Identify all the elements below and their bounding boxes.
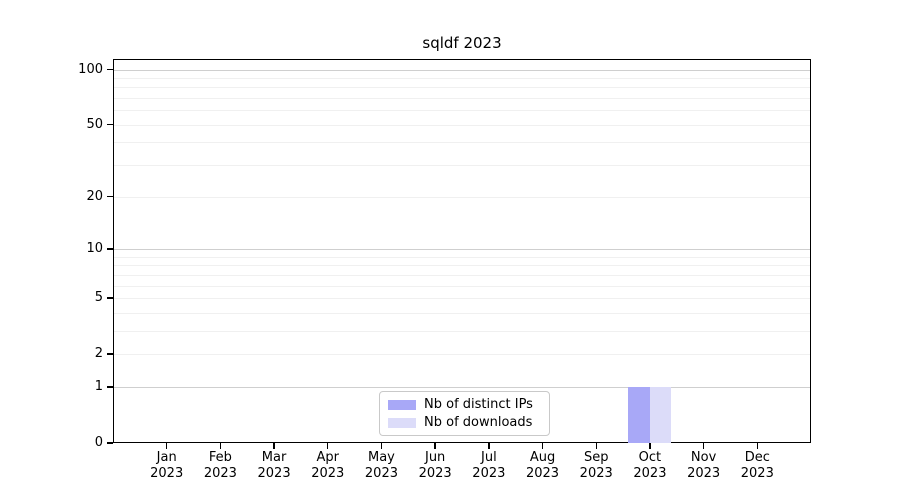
gridline-minor: [114, 87, 810, 89]
plot-area: [113, 59, 811, 443]
y-tick-label: 1: [94, 378, 103, 394]
legend-label-distinct-ips: Nb of distinct IPs: [424, 397, 533, 412]
x-axis-tick: [541, 443, 544, 449]
gridline-major: [114, 69, 810, 71]
legend-swatch-distinct-ips-icon: [388, 399, 416, 410]
x-axis-tick: [702, 443, 705, 449]
x-tick-label: Oct 2023: [633, 450, 667, 481]
gridline-major: [114, 248, 810, 250]
y-axis-tick: [107, 124, 113, 126]
gridline-minor: [114, 98, 810, 100]
gridline-minor: [114, 312, 810, 314]
legend: Nb of distinct IPs Nb of downloads: [379, 391, 550, 436]
gridline-minor: [114, 165, 810, 167]
y-axis-tick: [107, 248, 113, 250]
y-axis-tick: [107, 386, 113, 388]
bar-downloads: [649, 386, 672, 443]
y-tick-label: 5: [94, 289, 103, 305]
x-tick-label: Mar 2023: [257, 450, 291, 481]
bar-distinct-ips: [628, 386, 650, 443]
x-tick-label: Nov 2023: [687, 450, 721, 481]
x-axis-tick: [488, 443, 490, 449]
x-tick-label: Dec 2023: [740, 450, 774, 481]
x-tick-label: Aug 2023: [525, 450, 560, 481]
x-tick-label: May 2023: [364, 450, 398, 481]
gridline-minor: [114, 330, 810, 332]
legend-item-downloads: Nb of downloads: [388, 415, 541, 430]
gridline-minor: [114, 297, 810, 299]
gridline-minor: [114, 285, 810, 287]
x-axis-tick: [756, 443, 758, 449]
gridline-minor: [114, 256, 810, 258]
x-axis-tick: [649, 443, 651, 449]
x-tick-label: Jun 2023: [418, 450, 452, 481]
x-tick-label: Sep 2023: [579, 450, 613, 481]
x-tick-label: Apr 2023: [311, 450, 345, 481]
gridline-minor: [114, 196, 810, 198]
x-tick-label: Feb 2023: [203, 450, 237, 481]
x-axis-tick: [380, 443, 383, 449]
gridline-minor: [114, 142, 810, 144]
y-axis-tick: [107, 297, 113, 299]
y-tick-label: 20: [86, 188, 103, 204]
gridline-minor: [114, 124, 810, 126]
x-axis-tick: [434, 443, 436, 449]
gridline-minor: [114, 265, 810, 267]
y-axis-tick: [107, 195, 113, 198]
y-tick-label: 2: [94, 346, 103, 362]
legend-item-distinct-ips: Nb of distinct IPs: [388, 397, 541, 412]
y-axis-tick: [107, 353, 113, 355]
x-axis-tick: [327, 443, 329, 449]
y-tick-label: 100: [78, 61, 103, 77]
x-axis-tick: [165, 443, 168, 449]
x-axis-tick: [595, 443, 597, 449]
y-tick-label: 0: [94, 435, 103, 450]
gridline-minor: [114, 274, 810, 276]
gridline-minor: [114, 110, 810, 112]
y-tick-label: 50: [86, 116, 103, 132]
gridline-minor: [114, 77, 810, 79]
legend-swatch-downloads-icon: [388, 417, 416, 428]
y-tick-label: 10: [86, 240, 103, 256]
x-axis-tick: [219, 443, 222, 449]
x-tick-label: Jan 2023: [150, 450, 184, 481]
gridline-minor: [114, 354, 810, 356]
x-tick-label: Jul 2023: [472, 450, 506, 481]
x-axis-tick: [273, 443, 275, 449]
legend-label-downloads: Nb of downloads: [424, 415, 533, 430]
y-axis-tick: [107, 68, 113, 71]
y-axis-tick: [107, 442, 113, 444]
chart-title: sqldf 2023: [422, 34, 502, 52]
gridline-major: [114, 386, 810, 388]
